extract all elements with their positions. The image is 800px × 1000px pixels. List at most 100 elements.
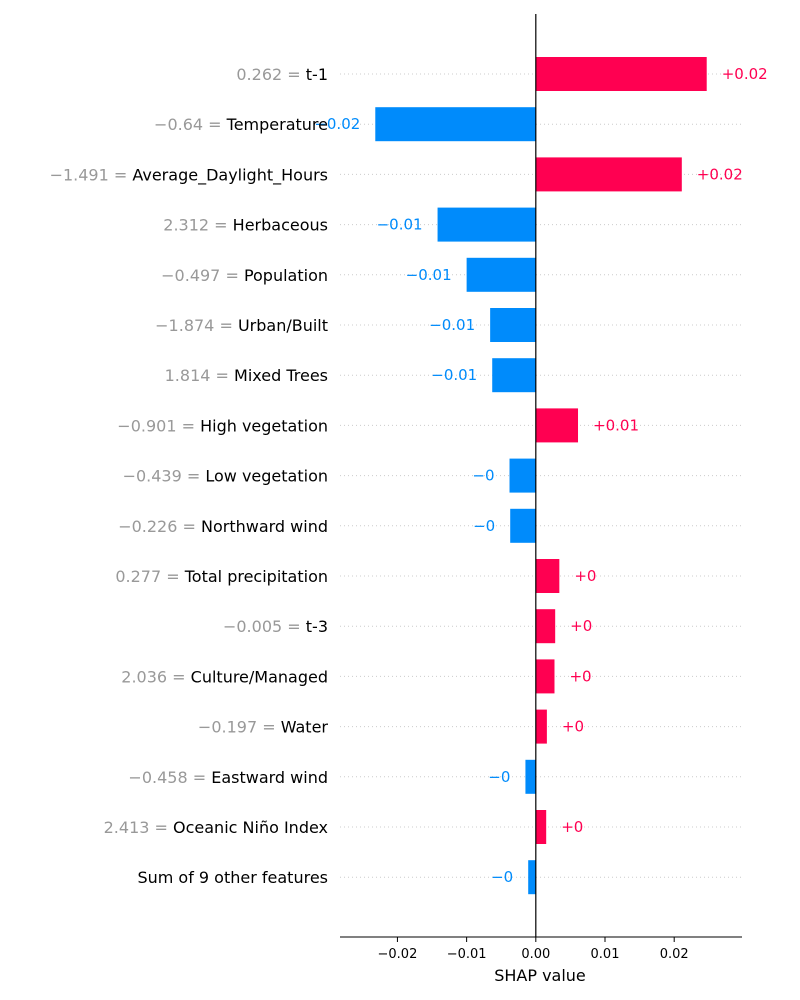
feature-name: t-3 bbox=[306, 617, 328, 636]
feature-label: 0.277 = Total precipitation bbox=[115, 567, 328, 586]
bar-3 bbox=[535, 157, 682, 192]
feature-label: −0.64 = Temperature bbox=[154, 115, 328, 134]
bar-value-label: −0.01 bbox=[406, 266, 452, 284]
feature-name: t-1 bbox=[306, 65, 328, 84]
feature-label: −0.005 = t-3 bbox=[223, 617, 328, 636]
bar-value-label: +0.02 bbox=[722, 65, 768, 83]
feature-value: −0.458 bbox=[128, 768, 187, 787]
feature-value: 2.036 bbox=[121, 667, 167, 686]
feature-label: 2.036 = Culture/Managed bbox=[121, 667, 328, 686]
equals-sign: = bbox=[282, 65, 306, 84]
equals-sign: = bbox=[188, 768, 212, 787]
equals-sign: = bbox=[214, 316, 238, 335]
bar-value-label: +0.02 bbox=[697, 165, 743, 183]
feature-name: Oceanic Niño Index bbox=[173, 818, 328, 837]
feature-value: −0.497 bbox=[161, 266, 220, 285]
feature-label: −0.197 = Water bbox=[198, 718, 329, 737]
feature-name: Temperature bbox=[226, 115, 328, 134]
equals-sign: = bbox=[167, 667, 191, 686]
feature-label: −0.458 = Eastward wind bbox=[128, 768, 328, 787]
equals-sign: = bbox=[149, 818, 173, 837]
feature-value: −0.005 bbox=[223, 617, 282, 636]
bar-16 bbox=[535, 810, 547, 844]
feature-label: −0.439 = Low vegetation bbox=[123, 467, 328, 486]
bar-6 bbox=[490, 308, 536, 342]
equals-sign: = bbox=[161, 567, 185, 586]
feature-value: 2.312 bbox=[163, 216, 209, 235]
x-tick-label: 0.02 bbox=[660, 947, 689, 962]
bar-7 bbox=[492, 358, 536, 393]
bar-value-label: −0 bbox=[488, 768, 510, 786]
bar-15 bbox=[525, 759, 536, 794]
bar-value-label: +0 bbox=[570, 617, 592, 635]
x-tick-label: 0.01 bbox=[591, 947, 620, 962]
bar-value-label: −0 bbox=[491, 868, 513, 886]
feature-label: 0.262 = t-1 bbox=[236, 65, 328, 84]
feature-label: −0.901 = High vegetation bbox=[117, 416, 328, 435]
bar-13 bbox=[535, 659, 555, 694]
bar-17 bbox=[528, 860, 536, 895]
x-axis-title: SHAP value bbox=[494, 966, 586, 985]
x-tick-label: −0.02 bbox=[378, 947, 418, 962]
feature-name: Eastward wind bbox=[211, 768, 328, 787]
feature-label: −1.491 = Average_Daylight_Hours bbox=[50, 165, 328, 185]
equals-sign: = bbox=[257, 718, 281, 737]
bar-14 bbox=[535, 709, 547, 744]
feature-label: 2.413 = Oceanic Niño Index bbox=[104, 818, 328, 837]
feature-value: −0.226 bbox=[118, 517, 177, 536]
equals-sign: = bbox=[177, 416, 201, 435]
feature-name: Herbaceous bbox=[233, 216, 328, 235]
grid-lines bbox=[340, 73, 742, 878]
feature-name: Urban/Built bbox=[238, 316, 328, 335]
bar-11 bbox=[535, 559, 560, 593]
x-tick-label: −0.01 bbox=[447, 947, 487, 962]
bar-value-label: −0 bbox=[473, 517, 495, 535]
feature-value: 0.262 bbox=[236, 65, 282, 84]
bar-value-label: +0 bbox=[569, 667, 591, 685]
bar-12 bbox=[535, 609, 556, 644]
bars bbox=[375, 57, 707, 895]
bar-value-label: −0.01 bbox=[429, 316, 475, 334]
feature-value: −1.874 bbox=[155, 316, 214, 335]
feature-label: −1.874 = Urban/Built bbox=[155, 316, 328, 335]
feature-name: Average_Daylight_Hours bbox=[132, 165, 328, 185]
feature-value: −0.197 bbox=[198, 718, 257, 737]
feature-name: Northward wind bbox=[201, 517, 328, 536]
feature-label: 2.312 = Herbaceous bbox=[163, 216, 328, 235]
feature-value: −1.491 bbox=[50, 165, 109, 184]
feature-name: Total precipitation bbox=[184, 567, 328, 586]
bar-value-label: −0.01 bbox=[377, 216, 423, 234]
equals-sign: = bbox=[209, 216, 233, 235]
feature-name: Sum of 9 other features bbox=[137, 868, 328, 887]
bar-4 bbox=[437, 207, 536, 242]
bar-value-label: +0.01 bbox=[593, 416, 639, 434]
feature-name: High vegetation bbox=[200, 416, 328, 435]
feature-value: −0.439 bbox=[123, 467, 182, 486]
feature-labels: +0.020.262 = t-1−0.02−0.64 = Temperature… bbox=[50, 65, 768, 887]
equals-sign: = bbox=[220, 266, 244, 285]
bar-value-label: +0 bbox=[561, 818, 583, 836]
bar-1 bbox=[535, 57, 707, 91]
equals-sign: = bbox=[109, 165, 133, 184]
feature-label: Sum of 9 other features bbox=[137, 868, 328, 887]
feature-name: Low vegetation bbox=[205, 467, 328, 486]
feature-value: 1.814 bbox=[165, 366, 211, 385]
equals-sign: = bbox=[182, 467, 206, 486]
equals-sign: = bbox=[177, 517, 201, 536]
bar-value-label: +0 bbox=[574, 567, 596, 585]
bar-value-label: −0.02 bbox=[314, 115, 360, 133]
x-tick-label: 0.00 bbox=[521, 947, 550, 962]
x-axis: −0.02 −0.01 0.00 0.01 0.02 bbox=[340, 936, 742, 962]
feature-label: −0.497 = Population bbox=[161, 266, 328, 285]
feature-label: 1.814 = Mixed Trees bbox=[165, 366, 328, 385]
feature-value: 0.277 bbox=[115, 567, 161, 586]
bar-2 bbox=[375, 107, 536, 142]
bar-9 bbox=[509, 458, 536, 493]
feature-value: −0.901 bbox=[117, 416, 176, 435]
equals-sign: = bbox=[210, 366, 234, 385]
feature-value: −0.64 bbox=[154, 115, 203, 134]
equals-sign: = bbox=[282, 617, 306, 636]
bar-5 bbox=[466, 257, 536, 292]
feature-name: Population bbox=[244, 266, 328, 285]
